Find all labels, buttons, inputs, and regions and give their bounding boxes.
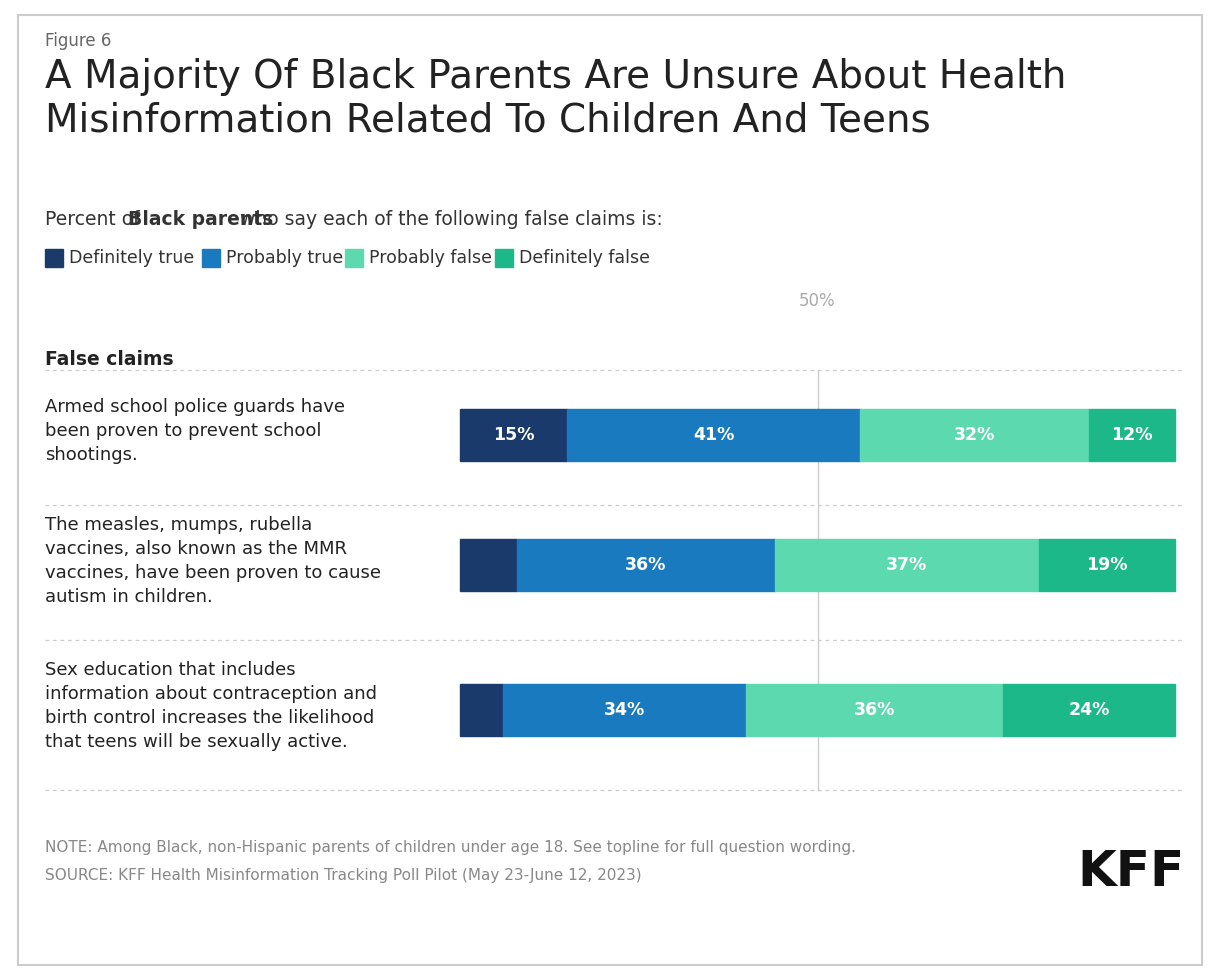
Text: Definitely false: Definitely false <box>518 249 650 267</box>
Bar <box>517 539 775 591</box>
Text: 34%: 34% <box>604 701 645 719</box>
Text: KFF: KFF <box>1077 848 1185 896</box>
Text: Black parents: Black parents <box>128 210 273 229</box>
Text: 15%: 15% <box>493 426 534 444</box>
Text: 32%: 32% <box>954 426 996 444</box>
Text: 19%: 19% <box>1086 556 1127 574</box>
Bar <box>503 684 745 736</box>
Text: 24%: 24% <box>1069 701 1110 719</box>
Text: 36%: 36% <box>854 701 895 719</box>
Text: 50%: 50% <box>799 292 836 310</box>
Text: SOURCE: KFF Health Misinformation Tracking Poll Pilot (May 23-June 12, 2023): SOURCE: KFF Health Misinformation Tracki… <box>45 868 642 883</box>
Text: Sex education that includes
information about contraception and
birth control in: Sex education that includes information … <box>45 661 377 752</box>
Text: NOTE: Among Black, non-Hispanic parents of children under age 18. See topline fo: NOTE: Among Black, non-Hispanic parents … <box>45 840 856 855</box>
Bar <box>460 684 503 736</box>
Text: Percent of: Percent of <box>45 210 145 229</box>
Bar <box>1003 684 1175 736</box>
Bar <box>1039 539 1175 591</box>
Bar <box>460 539 517 591</box>
Bar <box>567 409 860 461</box>
Bar <box>745 684 1003 736</box>
Text: Probably true: Probably true <box>226 249 343 267</box>
Text: A Majority Of Black Parents Are Unsure About Health
Misinformation Related To Ch: A Majority Of Black Parents Are Unsure A… <box>45 58 1066 140</box>
Text: Probably false: Probably false <box>368 249 492 267</box>
Bar <box>203 249 220 267</box>
Text: False claims: False claims <box>45 350 173 369</box>
Bar <box>460 409 567 461</box>
Text: 36%: 36% <box>625 556 666 574</box>
Text: 37%: 37% <box>886 556 927 574</box>
Bar <box>345 249 364 267</box>
Bar <box>775 539 1039 591</box>
Text: Armed school police guards have
been proven to prevent school
shootings.: Armed school police guards have been pro… <box>45 398 345 465</box>
Bar <box>45 249 63 267</box>
Text: Figure 6: Figure 6 <box>45 32 111 50</box>
Text: The measles, mumps, rubella
vaccines, also known as the MMR
vaccines, have been : The measles, mumps, rubella vaccines, al… <box>45 515 381 607</box>
Text: 12%: 12% <box>1111 426 1153 444</box>
Text: Definitely true: Definitely true <box>70 249 194 267</box>
Bar <box>860 409 1089 461</box>
Text: 41%: 41% <box>693 426 734 444</box>
Bar <box>1089 409 1175 461</box>
Bar <box>495 249 512 267</box>
Text: who say each of the following false claims is:: who say each of the following false clai… <box>234 210 662 229</box>
